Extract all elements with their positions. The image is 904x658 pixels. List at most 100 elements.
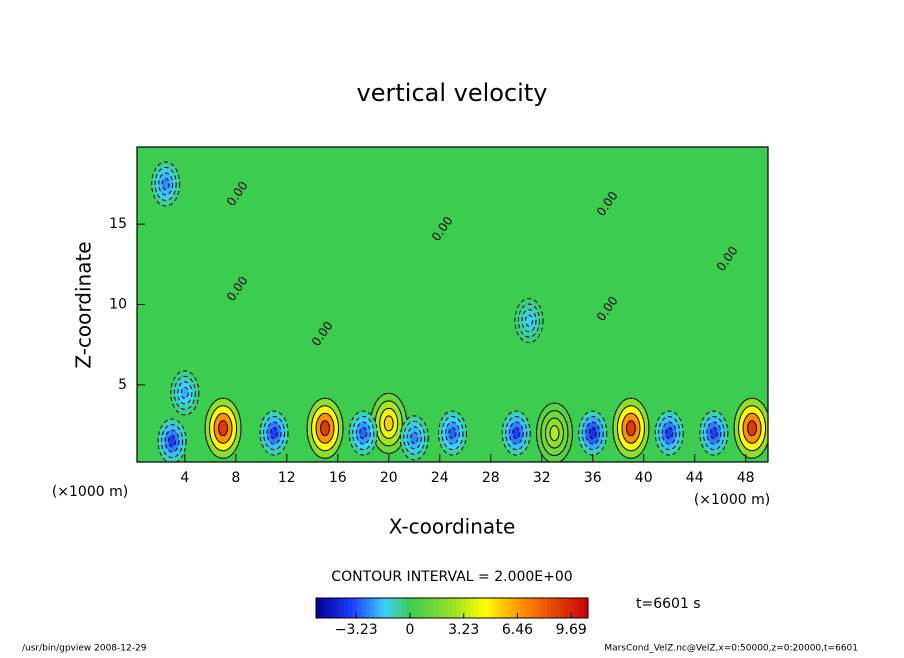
colorbar-cell: [329, 598, 335, 618]
colorbar-cell: [506, 598, 512, 618]
colorbar-cell: [361, 598, 367, 618]
x-tick-label: 40: [635, 470, 653, 486]
footer-left: /usr/bin/gpview 2008-12-29: [22, 644, 147, 654]
peak: [320, 420, 331, 437]
peak: [709, 427, 718, 440]
colorbar-cell: [388, 598, 394, 618]
peak: [665, 427, 674, 440]
colorbar-cell: [325, 598, 331, 618]
colorbar-cell: [565, 598, 571, 618]
colorbar-cell: [356, 598, 362, 618]
peak: [524, 314, 533, 327]
colorbar-cell: [447, 598, 453, 618]
colorbar-cell: [465, 598, 471, 618]
colorbar-cell: [352, 598, 358, 618]
contour-interval: CONTOUR INTERVAL = 2.000E+00: [331, 569, 572, 585]
peak: [448, 427, 457, 440]
x-tick-label: 24: [431, 470, 449, 486]
peak: [270, 427, 279, 440]
x-tick-label: 36: [584, 470, 602, 486]
peak: [383, 415, 394, 432]
colorbar-cell: [456, 598, 462, 618]
colorbar-cell: [497, 598, 503, 618]
colorbar-cell: [316, 598, 322, 618]
colorbar-cell: [533, 598, 539, 618]
colorbar-cell: [542, 598, 548, 618]
colorbar-cell: [374, 598, 380, 618]
colorbar-cell: [470, 598, 476, 618]
colorbar-cell: [338, 598, 344, 618]
colorbar-cell: [433, 598, 439, 618]
time-label: t=6601 s: [636, 596, 701, 612]
colorbar-tick-label: 6.46: [502, 622, 533, 638]
colorbar-cell: [347, 598, 353, 618]
peak: [180, 386, 189, 399]
x-tick-label: 4: [180, 470, 189, 486]
colorbar-cell: [474, 598, 480, 618]
colorbar-cell: [583, 598, 589, 618]
x-tick-label: 28: [482, 470, 500, 486]
colorbar-cell: [384, 598, 390, 618]
field-background: [137, 147, 768, 462]
colorbar-cell: [479, 598, 485, 618]
colorbar-cell: [370, 598, 376, 618]
colorbar-cell: [551, 598, 557, 618]
y-axis-label: Z-coordinate: [72, 241, 96, 368]
colorbar-cell: [415, 598, 421, 618]
x-tick-label: 44: [686, 470, 704, 486]
colorbar-cell: [379, 598, 385, 618]
peak: [168, 435, 177, 448]
colorbar-cell: [515, 598, 521, 618]
y-tick-label: 15: [109, 216, 127, 232]
peak: [625, 420, 636, 437]
colorbar-cell: [411, 598, 417, 618]
peak: [747, 420, 758, 437]
peak: [218, 420, 229, 437]
x-unit: (×1000 m): [694, 492, 770, 508]
colorbar-frame: [315, 597, 589, 619]
colorbar-cell: [452, 598, 458, 618]
colorbar-cell: [547, 598, 553, 618]
footer-right: MarsCond_VelZ.nc@VelZ,x=0:50000,z=0:2000…: [604, 644, 858, 654]
colorbar-cell: [397, 598, 403, 618]
colorbar-cell: [365, 598, 371, 618]
colorbar-tick-label: 9.69: [556, 622, 587, 638]
colorbar-cell: [334, 598, 340, 618]
colorbar-cell: [569, 598, 575, 618]
colorbar-cell: [560, 598, 566, 618]
chart-title: vertical velocity: [357, 79, 548, 107]
colorbar-cell: [420, 598, 426, 618]
colorbar-cell: [492, 598, 498, 618]
x-tick-label: 32: [533, 470, 551, 486]
peak: [410, 431, 419, 444]
peak: [161, 177, 170, 190]
colorbar-cell: [524, 598, 530, 618]
colorbar-cell: [488, 598, 494, 618]
colorbar-cell: [393, 598, 399, 618]
colorbar-cell: [438, 598, 444, 618]
y-unit: (×1000 m): [52, 484, 128, 500]
colorbar-cell: [402, 598, 408, 618]
colorbar-tick-label: −3.23: [335, 622, 378, 638]
colorbar-cell: [406, 598, 412, 618]
colorbar-cell: [320, 598, 326, 618]
peak: [512, 427, 521, 440]
peak: [549, 425, 560, 442]
colorbar-cell: [538, 598, 544, 618]
colorbar-tick-label: 3.23: [448, 622, 479, 638]
x-tick-label: 8: [231, 470, 240, 486]
x-tick-label: 16: [329, 470, 347, 486]
peak: [588, 427, 597, 440]
colorbar-cell: [556, 598, 562, 618]
peak: [359, 427, 368, 440]
colorbar-cell: [424, 598, 430, 618]
colorbar-cell: [574, 598, 580, 618]
colorbar-cell: [483, 598, 489, 618]
colorbar-cell: [578, 598, 584, 618]
x-tick-label: 48: [737, 470, 755, 486]
colorbar-cell: [429, 598, 435, 618]
colorbar-cell: [461, 598, 467, 618]
colorbar-cell: [510, 598, 516, 618]
colorbar-cell: [442, 598, 448, 618]
